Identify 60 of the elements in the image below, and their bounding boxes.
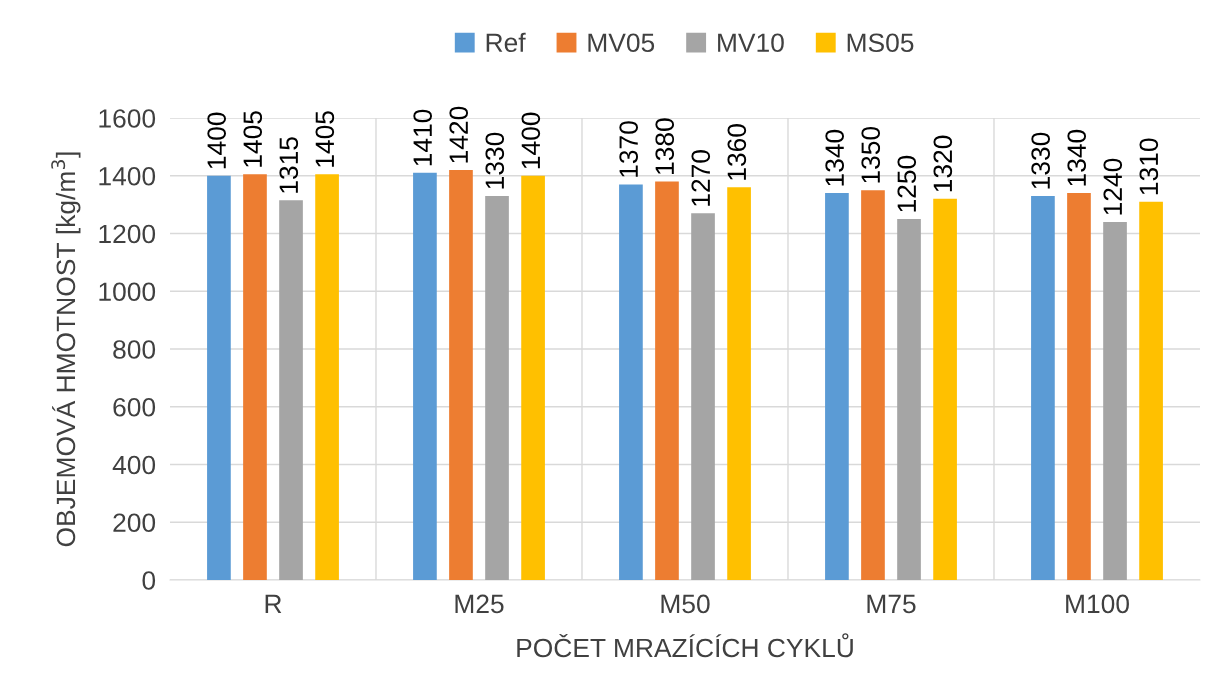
- bar: [315, 174, 339, 580]
- x-tick-label: M50: [661, 594, 710, 614]
- y-tick-label: 1200: [99, 224, 156, 244]
- data-label: 1250: [897, 155, 917, 212]
- data-label: 1370: [619, 121, 639, 177]
- bar: [1139, 201, 1163, 580]
- data-label: 1330: [485, 132, 505, 189]
- legend-label: MV05: [588, 33, 655, 53]
- y-axis-title: OBJEMOVÁ HMOTNOST [kg/m$^{3}$]: [51, 152, 81, 547]
- data-label: 1380: [655, 118, 675, 174]
- data-label: 1400: [521, 112, 541, 169]
- bar: [727, 187, 751, 580]
- y-tick-label: 200: [113, 513, 156, 533]
- x-tick-label: R: [265, 594, 282, 614]
- bar: [413, 172, 437, 580]
- x-tick-label: M75: [867, 594, 916, 614]
- bar: [825, 193, 849, 580]
- data-label: 1410: [413, 109, 433, 166]
- legend-label: MV10: [718, 33, 784, 53]
- data-label: 1320: [933, 135, 953, 192]
- bar: [485, 195, 509, 580]
- data-label: 1400: [207, 112, 227, 169]
- data-label: 1315: [279, 137, 299, 193]
- x-tick-label: M25: [455, 594, 504, 614]
- data-label: 1340: [825, 129, 845, 186]
- bar: [279, 200, 303, 580]
- bar: [1103, 221, 1127, 580]
- data-label: 1420: [449, 106, 469, 163]
- y-tick-label: 1000: [99, 282, 156, 302]
- bar: [933, 198, 957, 580]
- y-tick-label: 0: [142, 571, 156, 590]
- data-label: 1350: [861, 126, 881, 183]
- data-label: 1330: [1031, 132, 1051, 189]
- x-tick-label: M100: [1066, 594, 1129, 614]
- bar: [521, 175, 545, 580]
- data-label: 1240: [1103, 158, 1123, 215]
- data-label: 1310: [1139, 138, 1159, 195]
- bar: [655, 181, 679, 580]
- y-tick-label: 1600: [99, 109, 156, 128]
- legend-label: MS05: [847, 33, 914, 53]
- y-tick-label: 600: [113, 397, 156, 417]
- legend-label: Ref: [486, 32, 526, 53]
- bar: [861, 190, 885, 580]
- bar: [243, 174, 267, 580]
- x-axis-title: POČET MRAZÍCÍCH CYKLŮ: [517, 633, 853, 658]
- bar: [1031, 195, 1055, 580]
- data-label: 1340: [1067, 129, 1087, 186]
- bar: [207, 175, 231, 580]
- data-label: 1405: [315, 111, 335, 167]
- bar: [1067, 193, 1091, 580]
- bar: [691, 213, 715, 580]
- data-label: 1360: [727, 124, 747, 180]
- y-tick-label: 1400: [99, 166, 156, 186]
- y-tick-label: 800: [113, 340, 156, 359]
- bar: [897, 219, 921, 580]
- data-label: 1270: [691, 150, 711, 206]
- bar: [619, 184, 643, 580]
- bar: [449, 169, 473, 580]
- y-tick-label: 400: [112, 455, 156, 475]
- data-label: 1405: [243, 111, 263, 167]
